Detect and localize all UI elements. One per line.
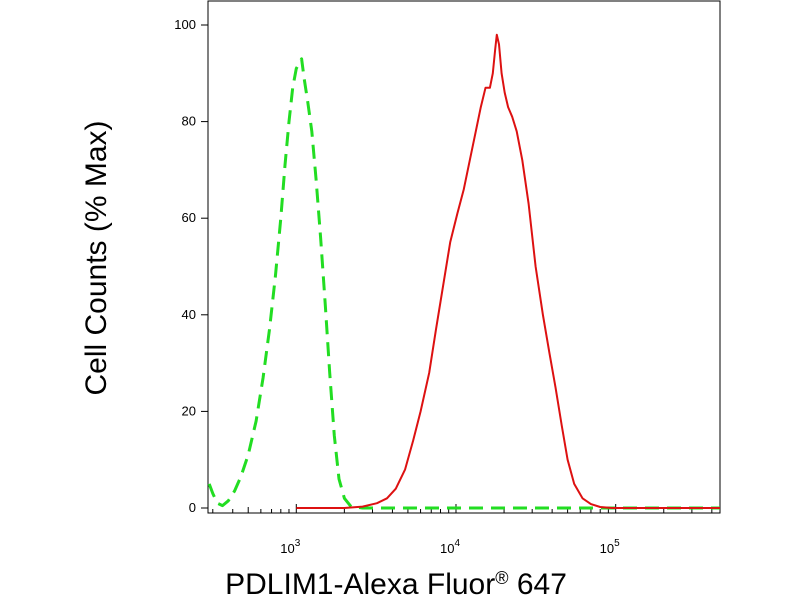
y-axis: 0 20 40 60 80 100 <box>174 17 208 515</box>
control-histogram-dashed <box>207 57 720 510</box>
x-tick-exponent: 4 <box>454 538 460 549</box>
x-tick-exponent: 3 <box>295 538 301 549</box>
x-axis: 103 104 105 <box>212 504 713 556</box>
y-axis-title: Cell Counts (% Max) <box>80 120 113 395</box>
x-axis-title-main: PDLIM1-Alexa Fluor <box>225 568 495 600</box>
x-axis-title-tail: 647 <box>508 568 566 600</box>
sample-histogram-solid <box>296 33 720 509</box>
x-axis-title-superscript: ® <box>495 568 508 588</box>
y-tick-label: 20 <box>182 403 196 418</box>
plot-frame <box>207 0 721 514</box>
y-tick-label: 60 <box>182 210 196 225</box>
x-axis-title: PDLIM1-Alexa Fluor® 647 <box>225 568 567 600</box>
x-tick-base: 10 <box>440 541 454 556</box>
x-tick-label: 104 <box>440 538 460 556</box>
y-tick-label: 0 <box>189 500 196 515</box>
x-tick-base: 10 <box>280 541 294 556</box>
y-tick-label: 40 <box>182 307 196 322</box>
x-tick-label: 105 <box>600 538 620 556</box>
x-tick-exponent: 5 <box>614 538 620 549</box>
series-layer <box>207 33 720 510</box>
x-tick-base: 10 <box>600 541 614 556</box>
x-tick-label: 103 <box>280 538 300 556</box>
y-tick-label: 80 <box>182 114 196 129</box>
y-tick-label: 100 <box>174 17 196 32</box>
